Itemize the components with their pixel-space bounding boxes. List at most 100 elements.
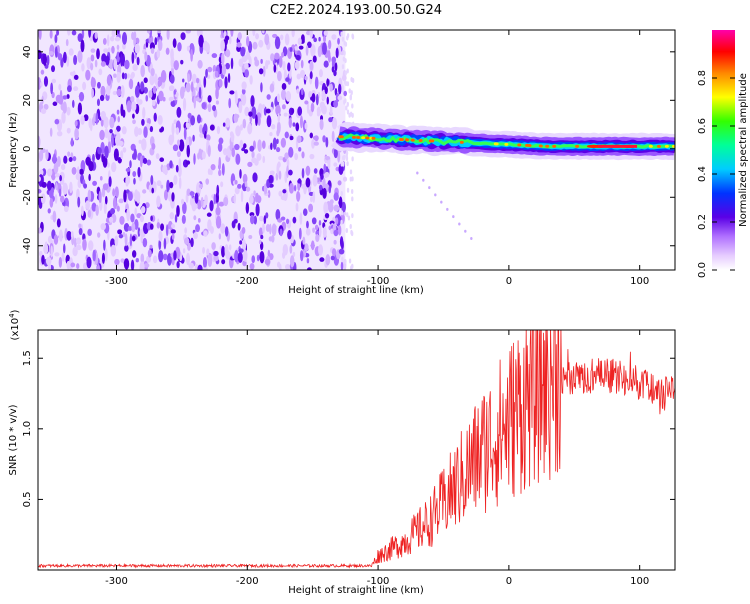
noise-cell: [66, 94, 70, 99]
signal-peak: [351, 135, 356, 139]
snr-x-tick-label: -300: [105, 576, 128, 587]
snr-frame: [37, 329, 676, 571]
noise-cell: [100, 61, 106, 67]
noise-cell: [322, 41, 327, 55]
noise-cell: [39, 169, 44, 176]
noise-cell: [351, 213, 354, 219]
noise-cell: [244, 69, 249, 78]
noise-cell: [107, 162, 110, 168]
noise-cell: [315, 233, 320, 243]
noise-cell: [422, 178, 425, 182]
noise-cell: [77, 50, 83, 63]
noise-cell: [234, 143, 240, 151]
noise-cell: [157, 79, 161, 88]
noise-cell: [341, 64, 345, 70]
noise-cell: [206, 212, 212, 217]
noise-cell: [289, 135, 294, 141]
noise-cell: [333, 204, 340, 212]
noise-cell: [241, 226, 246, 235]
noise-cell: [349, 95, 352, 101]
noise-cell: [48, 51, 54, 56]
noise-cell: [314, 76, 319, 90]
signal-peak: [538, 144, 543, 148]
noise-cell: [140, 65, 145, 78]
signal-peak: [648, 144, 653, 148]
noise-cell: [76, 166, 80, 177]
snr-y-scale: (x104): [8, 309, 21, 340]
noise-cell: [224, 76, 228, 89]
noise-cell: [40, 81, 43, 88]
noise-cell: [205, 68, 208, 78]
noise-cell: [142, 189, 147, 194]
noise-cell: [124, 59, 130, 70]
noise-cell: [46, 168, 53, 177]
noise-cell: [50, 82, 54, 95]
noise-cell: [99, 175, 103, 181]
noise-cell: [295, 54, 301, 61]
noise-cell: [78, 91, 85, 102]
noise-cell: [114, 36, 121, 42]
noise-cell: [351, 77, 355, 83]
colorbar-tick-label: 0.2: [697, 214, 708, 230]
noise-cell: [244, 181, 248, 188]
noise-cell: [337, 37, 340, 45]
noise-cell: [332, 248, 337, 257]
noise-cell: [333, 69, 337, 77]
signal-peak: [656, 144, 661, 148]
noise-cell: [440, 200, 443, 204]
noise-cell: [351, 34, 355, 40]
snr-x-label: Height of straight line (km): [288, 585, 424, 596]
noise-cell: [252, 172, 258, 183]
noise-cell: [90, 62, 94, 71]
noise-cell: [213, 193, 217, 205]
noise-cell: [258, 227, 263, 237]
spectrogram-y-label: Frequency (Hz): [8, 112, 19, 188]
noise-cell: [238, 58, 244, 67]
signal-peak: [371, 136, 376, 140]
noise-cell: [184, 227, 188, 234]
noise-cell: [335, 47, 339, 59]
noise-cell: [265, 212, 269, 219]
noise-cell: [251, 151, 255, 159]
noise-cell: [305, 165, 311, 176]
noise-cell: [338, 83, 342, 95]
noise-cell: [62, 101, 67, 114]
noise-cell: [207, 95, 212, 103]
noise-cell: [56, 30, 60, 36]
noise-cell: [333, 229, 339, 237]
noise-cell: [178, 158, 182, 171]
signal-peak: [405, 138, 410, 142]
noise-cell: [39, 250, 43, 257]
noise-cell: [67, 85, 72, 93]
noise-cell: [180, 32, 186, 40]
noise-cell: [110, 244, 117, 257]
noise-cell: [234, 179, 238, 185]
noise-cell: [288, 146, 294, 158]
noise-cell: [322, 226, 327, 238]
spectrogram-y-tick-label: 0: [22, 146, 33, 152]
noise-cell: [133, 148, 137, 160]
signal-peak: [575, 144, 580, 148]
noise-cell: [125, 175, 131, 185]
noise-cell: [305, 177, 311, 188]
noise-cell: [178, 139, 185, 152]
noise-cell: [58, 83, 62, 91]
noise-cell: [259, 250, 265, 264]
noise-cell: [281, 82, 287, 90]
noise-cell: [276, 129, 280, 137]
noise-cell: [198, 124, 203, 134]
noise-cell: [108, 59, 114, 70]
noise-cell: [135, 258, 139, 263]
noise-cell: [312, 191, 316, 203]
noise-cell: [310, 44, 316, 57]
noise-cell: [218, 233, 222, 240]
noise-cell: [63, 205, 69, 213]
noise-cell: [48, 189, 54, 199]
noise-cell: [346, 81, 350, 87]
noise-cell: [85, 69, 91, 81]
noise-cell: [132, 113, 135, 119]
noise-cell: [56, 156, 61, 168]
noise-cell: [304, 100, 309, 105]
noise-cell: [242, 118, 247, 129]
noise-cell: [285, 218, 290, 225]
